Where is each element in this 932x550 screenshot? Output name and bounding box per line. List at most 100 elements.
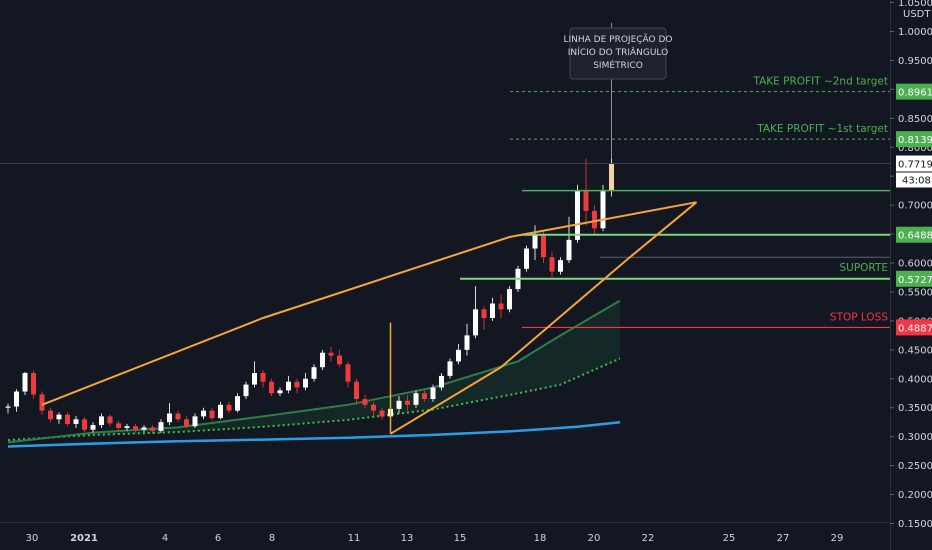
- candle-body[interactable]: [405, 400, 410, 405]
- candle-body[interactable]: [447, 361, 453, 376]
- price-tag-label-stop-loss: 0.48873: [898, 323, 932, 334]
- candle-body[interactable]: [14, 391, 19, 407]
- candle-body[interactable]: [150, 427, 155, 431]
- candle-body[interactable]: [303, 378, 308, 388]
- triangle-upper-line: [41, 201, 697, 406]
- candle-body[interactable]: [362, 399, 368, 405]
- candle-body[interactable]: [90, 425, 96, 430]
- candle-body[interactable]: [558, 260, 563, 272]
- candle-body[interactable]: [39, 394, 45, 411]
- candle-body[interactable]: [337, 355, 342, 365]
- candle-body[interactable]: [328, 352, 334, 356]
- candle-body[interactable]: [532, 234, 538, 249]
- time-tick-label: 30: [26, 533, 39, 544]
- candle-body[interactable]: [490, 303, 495, 319]
- candle-body[interactable]: [413, 393, 419, 405]
- candle-body[interactable]: [31, 372, 36, 395]
- candle-body[interactable]: [464, 335, 470, 350]
- candle-body[interactable]: [371, 404, 376, 411]
- candle-body[interactable]: [65, 414, 70, 424]
- time-tick-label: 6: [215, 533, 221, 544]
- candle-body[interactable]: [99, 416, 104, 426]
- price-tag-take-profit-2: [896, 83, 932, 100]
- current-price-label: 0.77191: [898, 160, 932, 171]
- candle-body[interactable]: [209, 410, 215, 419]
- candle-body[interactable]: [592, 210, 597, 229]
- projection-note-line: LINHA DE PROJEÇÃO DO: [563, 34, 672, 45]
- candle-body[interactable]: [430, 387, 436, 400]
- stop-loss-label: STOP LOSS: [830, 311, 888, 323]
- candle-body[interactable]: [566, 239, 572, 261]
- candle-body[interactable]: [269, 381, 274, 394]
- candle-body[interactable]: [73, 419, 79, 424]
- candle-body[interactable]: [167, 413, 172, 423]
- candle-body[interactable]: [320, 352, 325, 368]
- candle-body[interactable]: [507, 289, 512, 310]
- candle-body[interactable]: [481, 309, 487, 319]
- time-tick-label: 27: [777, 533, 790, 544]
- candle-body[interactable]: [354, 381, 359, 400]
- candle-body[interactable]: [243, 384, 249, 397]
- candle-body[interactable]: [541, 234, 546, 258]
- candle-body[interactable]: [524, 248, 529, 269]
- price-tag-label-support: 0.57275: [898, 275, 932, 286]
- candle-body[interactable]: [107, 416, 113, 424]
- candle-body[interactable]: [294, 381, 300, 388]
- candle-body[interactable]: [235, 396, 240, 411]
- candle-body[interactable]: [192, 416, 198, 427]
- time-axis-panel: [0, 522, 890, 550]
- time-tick-label: 20: [588, 533, 601, 544]
- time-tick-label: 25: [723, 533, 736, 544]
- candle-body[interactable]: [311, 367, 317, 379]
- candle-body[interactable]: [583, 190, 589, 211]
- price-tick-label: 0.15000: [898, 519, 932, 530]
- candle-body[interactable]: [218, 404, 223, 419]
- price-tag-label-take-profit-1: 0.81399: [898, 135, 932, 146]
- candle-body[interactable]: [345, 364, 351, 382]
- candle-body[interactable]: [184, 419, 189, 427]
- candle-body[interactable]: [116, 423, 121, 428]
- candle-body[interactable]: [379, 410, 385, 417]
- candle-body[interactable]: [396, 400, 402, 409]
- candle-body[interactable]: [286, 381, 291, 391]
- candle-body[interactable]: [141, 427, 147, 430]
- candle-body[interactable]: [260, 372, 266, 382]
- candle-body[interactable]: [575, 190, 580, 240]
- candle-body[interactable]: [252, 372, 257, 385]
- time-tick-label: 13: [401, 533, 414, 544]
- candle-body[interactable]: [422, 393, 427, 400]
- countdown-label: 43:08: [902, 176, 931, 187]
- moving-average-dotted: [7, 357, 621, 442]
- candle-body[interactable]: [124, 426, 130, 428]
- candle-body[interactable]: [175, 413, 181, 420]
- candle-body[interactable]: [277, 390, 283, 394]
- candle-body[interactable]: [133, 426, 138, 430]
- candle-body[interactable]: [549, 257, 555, 272]
- price-tag-support: [896, 270, 932, 287]
- candle-body[interactable]: [5, 406, 11, 408]
- candle-body[interactable]: [456, 349, 461, 362]
- candle-body[interactable]: [600, 190, 606, 229]
- candle-body[interactable]: [158, 422, 164, 431]
- currency-label: USDT: [903, 9, 931, 20]
- candle-body[interactable]: [22, 372, 28, 392]
- candle-body[interactable]: [48, 410, 53, 420]
- candle-body[interactable]: [226, 404, 232, 411]
- current-candle-body[interactable]: [609, 163, 614, 191]
- candle-body[interactable]: [473, 309, 478, 336]
- time-tick-label: 18: [534, 533, 547, 544]
- projection-note-line: SIMÉTRICO: [593, 59, 643, 71]
- projection-note-box: [569, 27, 667, 80]
- candle-body[interactable]: [56, 414, 62, 420]
- candle-body[interactable]: [498, 303, 504, 310]
- candle-body[interactable]: [82, 419, 87, 430]
- candle-body[interactable]: [439, 375, 444, 388]
- price-tick-label: 1.05000: [898, 0, 932, 9]
- time-tick-label: 11: [348, 533, 361, 544]
- candle-body[interactable]: [201, 410, 206, 417]
